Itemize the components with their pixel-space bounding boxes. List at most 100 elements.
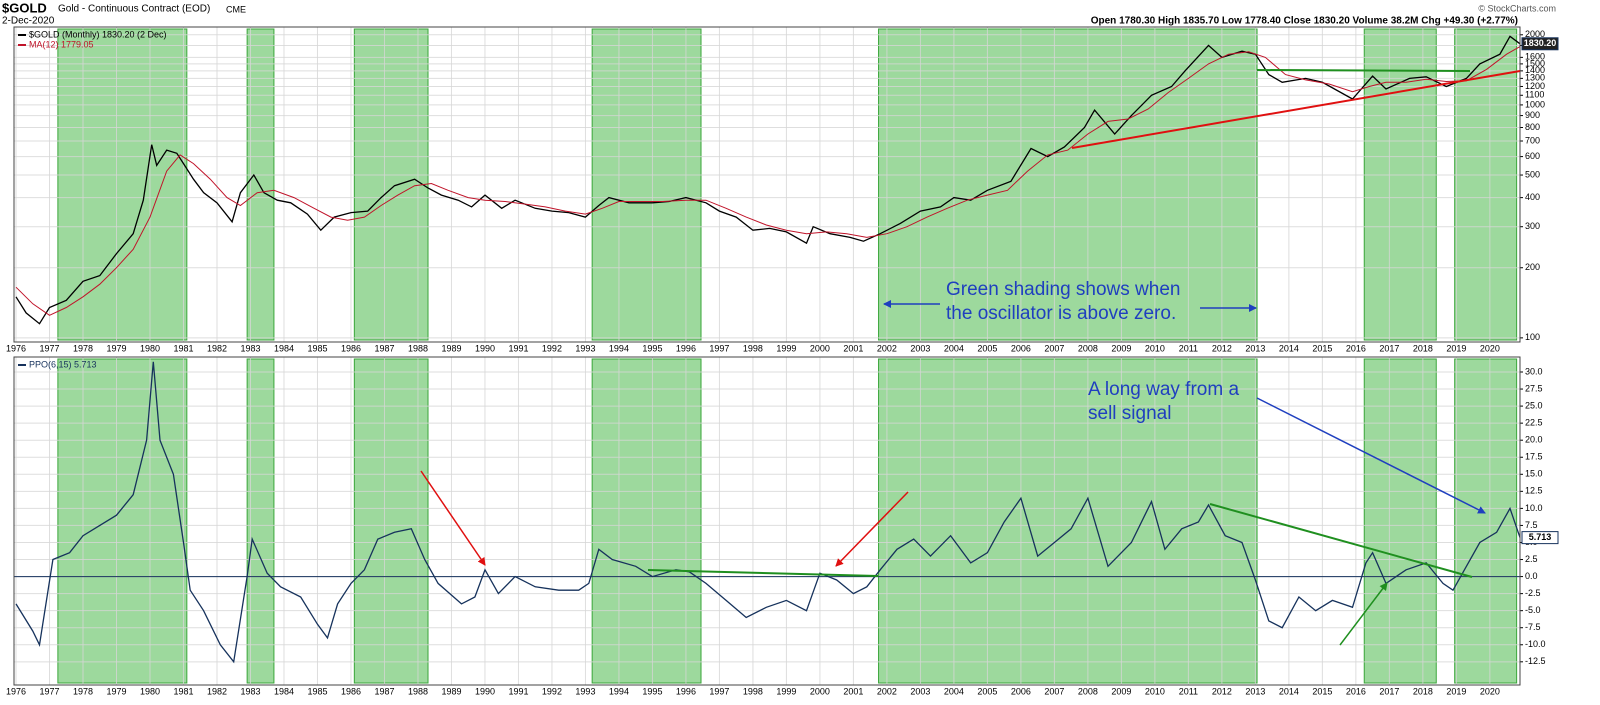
x-tick-label: 2013 [1245,343,1265,353]
shading [246,358,275,684]
x-tick-label: 1995 [642,686,662,696]
shading [878,358,1258,684]
x-tick-label: 1982 [207,343,227,353]
x-tick-label: 1985 [307,343,327,353]
x-tick-label: 2014 [1279,686,1299,696]
panel-frame [13,26,1521,343]
x-tick-label: 2016 [1346,686,1366,696]
x-tick-label: 2018 [1413,343,1433,353]
x-tick-label: 2002 [877,686,897,696]
x-tick-label: 2014 [1279,343,1299,353]
y-tick-label: 500 [1525,169,1540,179]
y-tick-label: 100 [1525,332,1540,342]
x-tick-label: 1978 [73,686,93,696]
x-tick-label: 1981 [173,343,193,353]
x-tick-label: 1989 [441,343,461,353]
x-tick-label: 1998 [743,686,763,696]
x-tick-label: 1980 [140,343,160,353]
last-value-label: 5.713 [1529,532,1552,542]
price-line [15,46,1521,316]
x-tick-label: 2007 [1044,686,1064,696]
x-tick-label: 1986 [341,686,361,696]
plot-area [14,27,1520,342]
trend-line [1256,69,1471,72]
arrow [1256,397,1486,514]
x-tick-label: 2010 [1145,343,1165,353]
x-tick-label: 1996 [676,686,696,696]
x-tick-label: 1997 [709,343,729,353]
trend-line [1071,70,1521,149]
y-tick-label: 30.0 [1525,366,1543,376]
x-tick-label: 1991 [508,686,528,696]
y-tick-label: 1500 [1525,58,1545,68]
x-tick-label: 1976 [6,686,26,696]
annotation: sell signal [1088,403,1171,424]
instrument-name: Gold - Continuous Contract (EOD) [58,4,210,15]
y-tick-label: 200 [1525,262,1540,272]
x-tick-label: 2012 [1212,686,1232,696]
y-tick-label: 1200 [1525,81,1545,91]
x-tick-label: 1994 [609,686,629,696]
x-tick-label: 1992 [542,343,562,353]
x-tick-label: 2006 [1011,686,1031,696]
y-tick-label: 12.5 [1525,486,1543,496]
x-tick-label: 1979 [106,343,126,353]
y-tick-label: -12.5 [1525,656,1546,666]
panel-frame [13,356,1521,686]
y-tick-label: 600 [1525,151,1540,161]
arrow [420,470,486,566]
x-tick-label: 1986 [341,343,361,353]
shading [353,358,429,684]
quote: Open 1780.30 High 1835.70 Low 1778.40 Cl… [1091,16,1518,27]
x-tick-label: 1977 [39,686,59,696]
x-tick-label: 2017 [1379,343,1399,353]
x-tick-label: 2013 [1245,686,1265,696]
x-tick-label: 2002 [877,343,897,353]
y-tick-label: 1600 [1525,52,1545,62]
x-tick-label: 2008 [1078,343,1098,353]
x-tick-label: 2017 [1379,686,1399,696]
legend-label: $GOLD (Monthly) 1830.20 (2 Dec) [29,29,167,39]
price-line [15,361,1521,664]
shading [1454,358,1518,684]
x-tick-label: 1987 [374,343,394,353]
shading [246,28,275,341]
x-tick-label: 1995 [642,343,662,353]
x-tick-label: 2003 [910,686,930,696]
y-tick-label: 10.0 [1525,503,1543,513]
legend-label: PPO(6,15) 5.713 [29,359,97,369]
x-tick-label: 1999 [776,343,796,353]
date: 2-Dec-2020 [2,16,55,27]
x-tick-label: 1994 [609,343,629,353]
x-tick-label: 2010 [1145,686,1165,696]
x-tick-label: 1984 [274,686,294,696]
y-tick-label: 1300 [1525,73,1545,83]
y-tick-label: 25.0 [1525,400,1543,410]
x-tick-label: 2007 [1044,343,1064,353]
y-tick-label: 900 [1525,110,1540,120]
x-tick-label: 2004 [944,686,964,696]
price-line [15,35,1521,325]
y-tick-label: 15.0 [1525,469,1543,479]
x-tick-label: 2019 [1446,343,1466,353]
y-tick-label: 400 [1525,192,1540,202]
y-tick-label: 22.5 [1525,418,1543,428]
x-tick-label: 1978 [73,343,93,353]
x-tick-label: 1996 [676,343,696,353]
y-tick-label: 1400 [1525,65,1545,75]
shading [591,28,702,341]
y-tick-label: 2.5 [1525,554,1538,564]
x-tick-label: 1993 [575,686,595,696]
symbol: $GOLD [2,0,47,15]
x-tick-label: 1988 [408,343,428,353]
last-value-box [1521,37,1559,51]
y-tick-label: 27.5 [1525,383,1543,393]
trend-line [1209,503,1473,578]
y-tick-label: -10.0 [1525,639,1546,649]
x-tick-label: 1990 [475,686,495,696]
x-tick-label: 2005 [977,686,997,696]
x-tick-label: 2006 [1011,343,1031,353]
x-tick-label: 1993 [575,343,595,353]
x-tick-label: 1988 [408,686,428,696]
annotation: the oscillator is above zero. [946,303,1176,324]
